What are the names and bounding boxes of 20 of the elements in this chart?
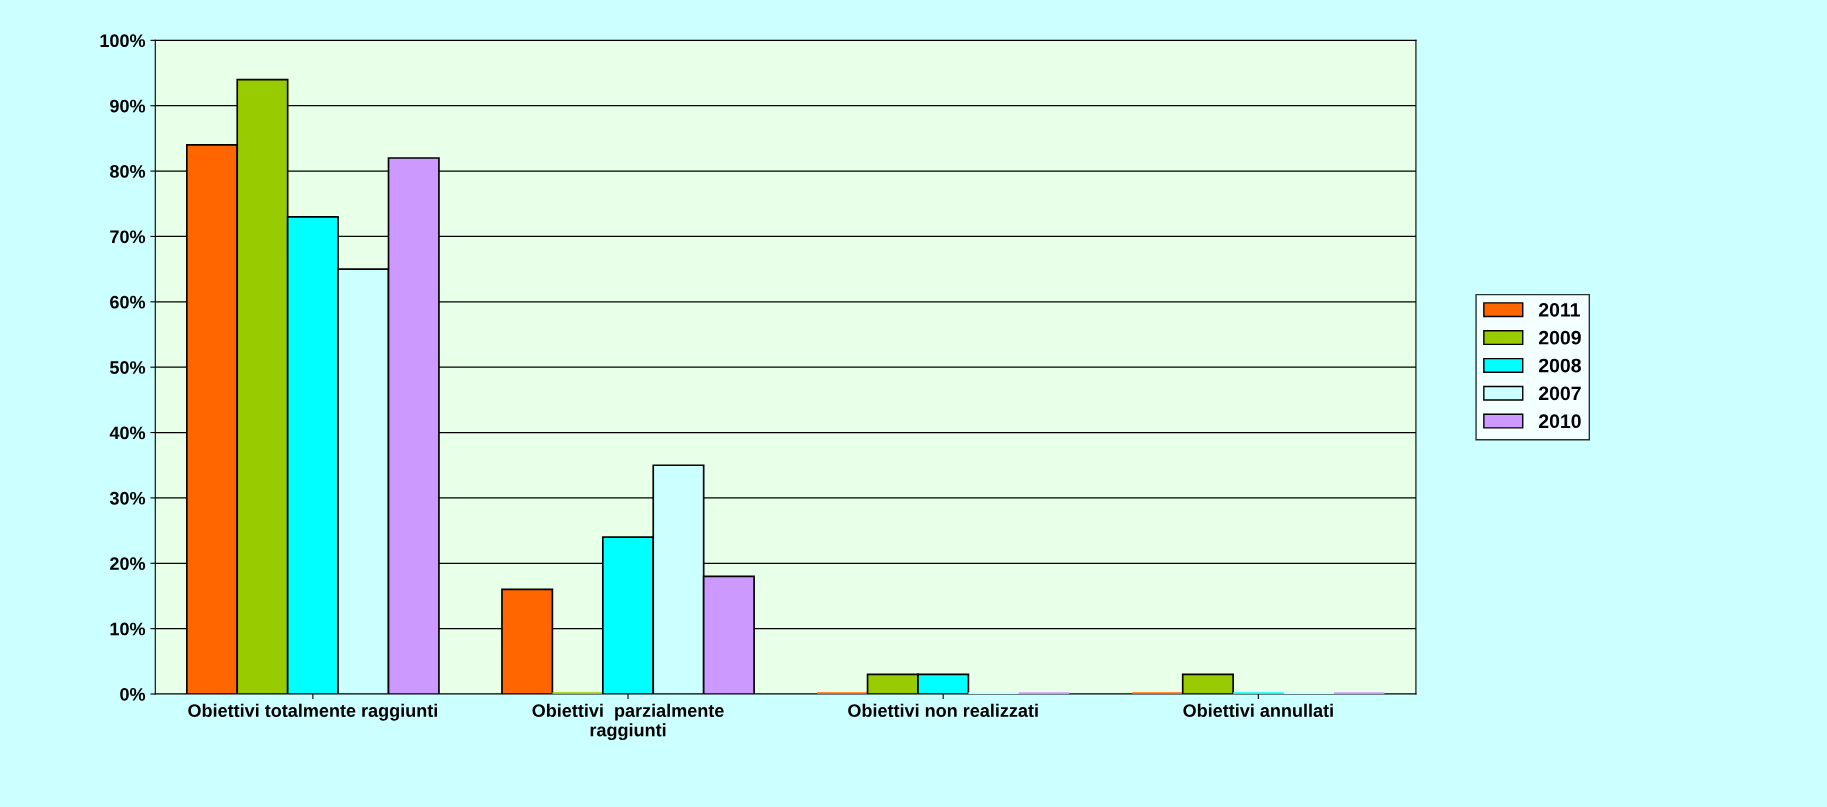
legend-label: 2009 [1538, 330, 1581, 345]
y-tick-label: 60% [110, 295, 146, 309]
y-tick-label: 100% [100, 34, 146, 48]
legend-label: 2007 [1538, 386, 1581, 401]
x-tick-label: Obiettivi annullati [1183, 703, 1333, 717]
y-tick-label: 30% [109, 491, 146, 505]
y-tick-label: 90% [110, 99, 146, 113]
y-tick-label: 50% [109, 361, 146, 374]
y-tick-label: 20% [110, 557, 146, 571]
y-tick-label: 0% [120, 687, 146, 701]
legend-label: 2010 [1538, 414, 1581, 429]
y-tick-label: 70% [110, 230, 146, 244]
x-tick-label: Obiettivi non realizzati [848, 703, 1038, 717]
y-tick-label: 80% [110, 165, 146, 178]
x-tick-label: Obiettivi parzialmente raggiunti [532, 703, 724, 741]
legend-label: 2011 [1538, 302, 1580, 317]
legend-label: 2008 [1538, 358, 1581, 373]
y-tick-label: 10% [110, 622, 146, 636]
y-tick-label: 40% [109, 426, 146, 440]
x-tick-label: Obiettivi totalmente raggiunti [188, 703, 437, 721]
